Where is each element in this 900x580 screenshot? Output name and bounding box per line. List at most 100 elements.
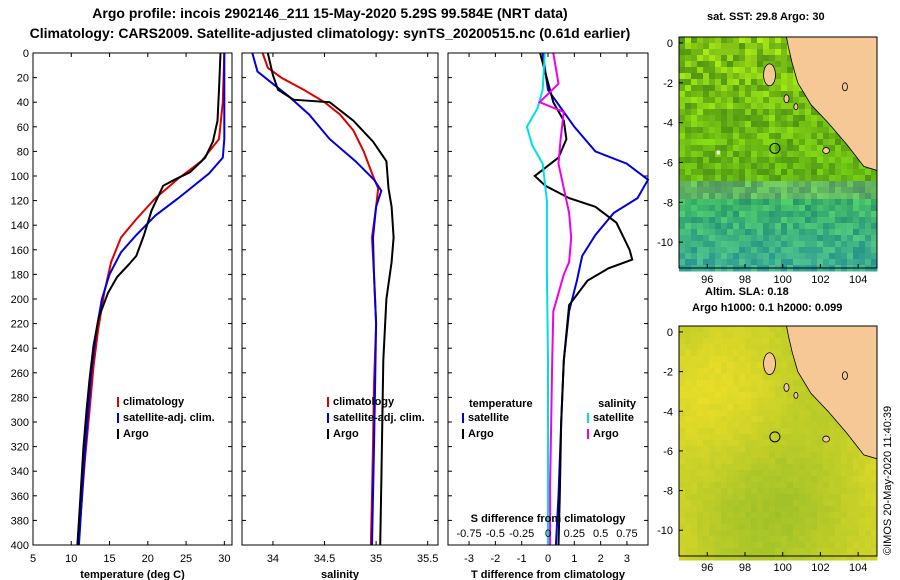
depth-tick-label: 120 xyxy=(11,196,29,208)
x-tick-label: -3 xyxy=(464,553,474,565)
x-axis-label: temperature (deg C) xyxy=(80,569,185,580)
sla-map-subtitle: Argo h1000: 0.1 h2000: 0.099 xyxy=(692,302,843,314)
depth-tick-label: 60 xyxy=(17,122,29,134)
sla-map-title: Altim. SLA: 0.18 xyxy=(705,286,789,298)
legend-entry: Argo xyxy=(593,428,619,440)
depth-tick-label: 220 xyxy=(11,319,29,331)
sst-map-title: sat. SST: 29.8 Argo: 30 xyxy=(707,11,825,23)
x2-tick-label: -0.5 xyxy=(486,528,505,540)
argo-float-marker xyxy=(769,142,781,154)
series-line-argo xyxy=(266,52,395,546)
map-lon-tick-label: 104 xyxy=(849,274,867,286)
x-axis-label: T difference from climatology xyxy=(471,569,626,580)
series-line-satellite-adj-clim- xyxy=(251,52,383,546)
legend-entry: satellite-adj. clim. xyxy=(123,412,215,424)
depth-tick-label: 280 xyxy=(11,392,29,404)
depth-tick-label: 180 xyxy=(11,269,29,281)
legend-panel-2: climatology satellite-adj. clim. Argo xyxy=(327,396,425,440)
island xyxy=(793,392,799,399)
x-tick-label: 35.5 xyxy=(417,553,438,565)
x-tick-label: 30 xyxy=(218,553,230,565)
x2-tick-label: 0.75 xyxy=(616,528,637,540)
map-lon-tick-label: 102 xyxy=(811,562,829,574)
map-lat-tick-label: -4 xyxy=(663,118,673,130)
x-axis-label: salinity xyxy=(321,569,360,580)
series-line-climatology xyxy=(77,52,226,546)
legend-entry: Argo xyxy=(333,428,359,440)
map-lat-tick-label: -10 xyxy=(657,525,673,537)
x2-tick-label: 0 xyxy=(545,528,551,540)
legend-title-salinity: salinity xyxy=(598,398,637,410)
x-tick-label: 35 xyxy=(370,553,382,565)
x-tick-label: 34.5 xyxy=(314,553,335,565)
map-lon-tick-label: 96 xyxy=(701,562,713,574)
plot-frame xyxy=(241,52,439,546)
island xyxy=(841,371,848,380)
x-tick-label: 3 xyxy=(624,553,630,565)
legend-panel-1: climatology satellite-adj. clim. Argo xyxy=(117,396,215,440)
depth-tick-label: 80 xyxy=(17,146,29,158)
x-tick-label: 5 xyxy=(30,553,36,565)
island xyxy=(783,383,790,392)
island xyxy=(822,435,830,443)
x2-tick-label: -0.25 xyxy=(509,528,534,540)
island xyxy=(763,352,776,375)
island xyxy=(763,63,776,87)
map-frame xyxy=(678,325,878,557)
island xyxy=(793,103,799,111)
map-lon-tick-label: 104 xyxy=(849,562,867,574)
depth-tick-label: 320 xyxy=(11,442,29,454)
x-tick-label: 25 xyxy=(180,553,192,565)
island xyxy=(822,147,830,154)
map-lat-tick-label: -8 xyxy=(663,486,673,498)
sst-missing-cell xyxy=(716,150,720,155)
map-lon-tick-label: 96 xyxy=(701,274,713,286)
x2-tick-label: 0.5 xyxy=(593,528,608,540)
chart-title-line2: Climatology: CARS2009. Satellite-adjuste… xyxy=(29,25,631,41)
chart-title-line1: Argo profile: incois 2902146_211 15-May-… xyxy=(92,5,568,21)
map-lat-tick-label: -4 xyxy=(663,406,673,418)
map-lat-tick-label: -6 xyxy=(663,446,673,458)
map-lat-tick-label: -10 xyxy=(657,237,673,249)
series-line-satellite-adj-clim- xyxy=(77,53,226,546)
x-tick-label: 20 xyxy=(142,553,154,565)
depth-tick-label: 360 xyxy=(11,491,29,503)
map-lat-tick-label: -2 xyxy=(663,367,673,379)
map-lat-tick-label: -6 xyxy=(663,157,673,169)
depth-tick-label: 240 xyxy=(11,343,29,355)
x2-tick-label: 0.25 xyxy=(564,528,585,540)
map-lat-tick-label: -2 xyxy=(663,78,673,90)
map-lon-tick-label: 100 xyxy=(774,274,792,286)
profile-panel-1: 0 20 40 60 80 100 120 140 160 180 200 220 240 260 280 3… xyxy=(11,48,233,580)
legend-entry: satellite-adj. clim. xyxy=(333,412,425,424)
island xyxy=(841,82,848,92)
x-tick-label: -2 xyxy=(490,553,500,565)
depth-tick-label: 100 xyxy=(11,171,29,183)
depth-tick-label: 140 xyxy=(11,220,29,232)
depth-tick-label: 160 xyxy=(11,245,29,257)
depth-tick-label: 340 xyxy=(11,466,29,478)
map-lat-tick-label: 0 xyxy=(667,38,673,50)
x-tick-label: 10 xyxy=(65,553,77,565)
map-lon-tick-label: 98 xyxy=(739,562,751,574)
legend-panel-3: temperature salinity satellite Argo satellit… xyxy=(457,398,638,540)
x-tick-label: 15 xyxy=(103,553,115,565)
depth-tick-label: 200 xyxy=(11,294,29,306)
argo-float-marker xyxy=(769,431,781,443)
x-tick-label: 0 xyxy=(545,553,551,565)
x2-tick-label: -0.75 xyxy=(457,528,482,540)
legend-entry: satellite xyxy=(468,412,509,424)
series-line-salinity-argo xyxy=(537,52,573,545)
map-lon-tick-label: 98 xyxy=(739,274,751,286)
map-lat-tick-label: -8 xyxy=(663,197,673,209)
x-tick-label: 1 xyxy=(571,553,577,565)
depth-tick-label: 0 xyxy=(23,48,29,60)
legend-entry: satellite xyxy=(593,412,634,424)
legend-entry: Argo xyxy=(123,428,149,440)
sla-map: 96 98 100 102 104 0 -2 -4 -6 -8 -10 xyxy=(657,325,878,574)
sst-map: 96 98 100 102 104 0 -2 -4 -6 -8 -10 xyxy=(657,36,878,286)
x-tick-label: 34 xyxy=(267,553,279,565)
series-line-temperature-satellite xyxy=(541,52,650,546)
depth-tick-label: 260 xyxy=(11,368,29,380)
